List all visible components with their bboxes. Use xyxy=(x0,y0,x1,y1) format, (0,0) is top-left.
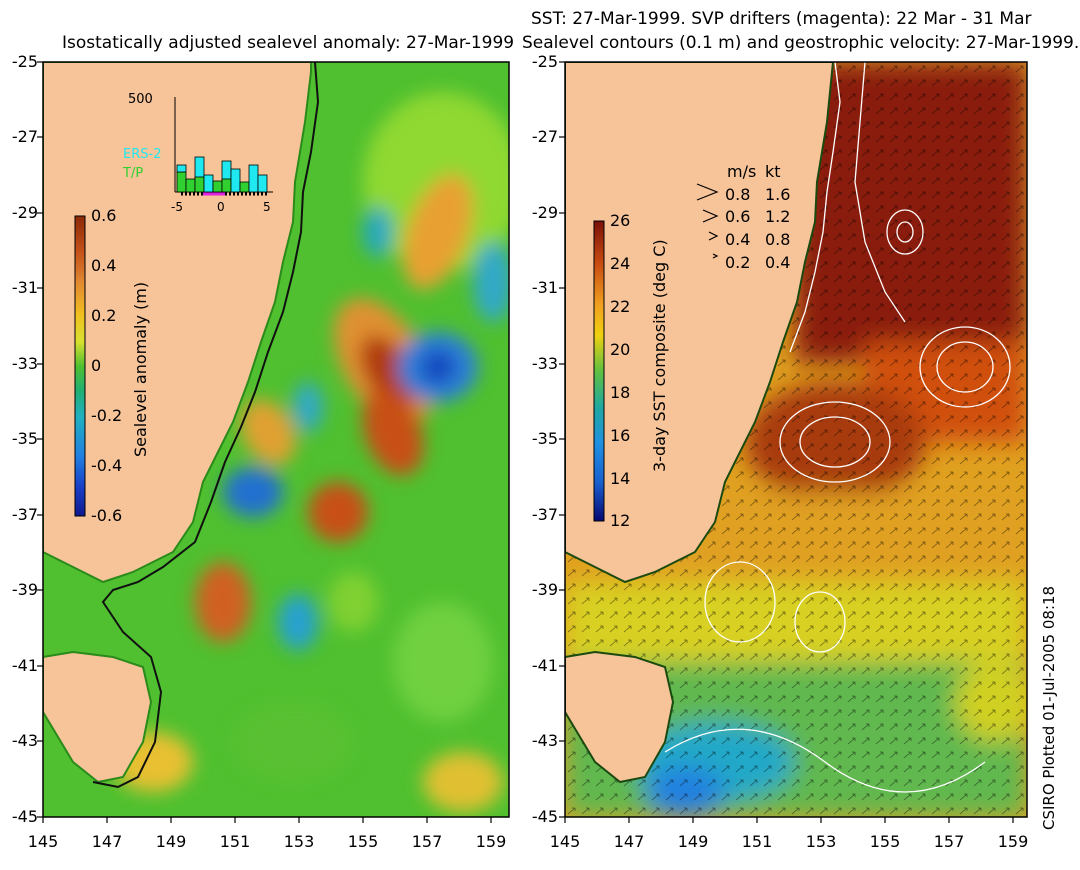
lon-label: 149 xyxy=(155,832,187,851)
sst-colorbar-ticks: 26 24 22 20 18 16 14 12 xyxy=(610,211,650,537)
legend-kt-value: 1.2 xyxy=(765,207,791,226)
lat-label: -33 xyxy=(531,354,558,373)
inset-tp-label: T/P xyxy=(123,166,144,181)
inset-ers2-label: ERS-2 xyxy=(123,147,162,162)
sst-tick: 18 xyxy=(610,383,631,402)
lat-label: -37 xyxy=(531,505,558,524)
lat-label: -37 xyxy=(11,505,38,524)
sealevel-colorbar-ticks: 0.6 0.4 0.2 0 -0.2 -0.4 -0.6 xyxy=(91,206,131,532)
inset-xtick: 5 xyxy=(263,200,271,214)
inset-ymax-label: 500 xyxy=(128,92,153,107)
sla-tick: -0.2 xyxy=(91,406,123,425)
sst-tick: 24 xyxy=(610,254,631,273)
lon-label: 147 xyxy=(613,832,645,851)
right-panel-title-line2: Sealevel contours (0.1 m) and geostrophi… xyxy=(522,33,1080,53)
lon-label: 149 xyxy=(677,832,709,851)
inset-xtick: -5 xyxy=(171,200,183,214)
lat-label: -27 xyxy=(11,127,38,146)
lat-label: -31 xyxy=(11,278,38,297)
lon-label: 157 xyxy=(933,832,965,851)
sla-tick: 0.6 xyxy=(91,206,117,225)
sst-map: 26 24 22 20 18 16 14 12 3-day SST compos… xyxy=(564,61,1035,817)
lat-label: -35 xyxy=(11,429,38,448)
sealevel-anomaly-map-graphic xyxy=(42,61,523,817)
velocity-legend: m/s kt 0.8 1.6 0.6 1.2 0.4 0.8 0.2 0.4 xyxy=(695,162,825,272)
legend-ms-value: 0.4 xyxy=(725,230,751,249)
lat-label: -41 xyxy=(11,656,38,675)
legend-ms-value: 0.2 xyxy=(725,253,751,272)
sla-tick: 0.4 xyxy=(91,256,117,275)
sealevel-colorbar xyxy=(74,215,86,517)
lon-label: 151 xyxy=(741,832,773,851)
lon-label: 147 xyxy=(91,832,123,851)
lat-label: -25 xyxy=(531,52,558,71)
sla-tick: -0.6 xyxy=(91,506,123,525)
lat-label: -29 xyxy=(11,203,38,222)
satellite-coverage-inset: 500 ERS-2 T/P xyxy=(123,92,283,222)
sst-tick: 20 xyxy=(610,340,631,359)
lon-label: 151 xyxy=(219,832,251,851)
lon-label: 155 xyxy=(869,832,901,851)
right-panel-title-line1: SST: 27-Mar-1999. SVP drifters (magenta)… xyxy=(531,9,1032,29)
lon-label: 153 xyxy=(805,832,837,851)
lat-label: -45 xyxy=(11,807,38,826)
legend-ms-value: 0.6 xyxy=(725,207,751,226)
lat-label: -41 xyxy=(531,656,558,675)
inset-histogram xyxy=(174,97,273,196)
lon-label: 155 xyxy=(347,832,379,851)
inset-xtick: 0 xyxy=(217,200,225,214)
lat-label: -27 xyxy=(531,127,558,146)
lat-label: -29 xyxy=(531,203,558,222)
legend-arrow-glyphs xyxy=(696,183,719,259)
sla-tick: 0 xyxy=(91,356,102,375)
legend-unit-kt: kt xyxy=(765,162,781,181)
legend-kt-value: 1.6 xyxy=(765,185,791,204)
lon-label: 159 xyxy=(997,832,1029,851)
lat-label: -39 xyxy=(531,580,558,599)
lon-label: 153 xyxy=(283,832,315,851)
legend-kt-value: 0.8 xyxy=(765,230,791,249)
lon-label: 145 xyxy=(549,832,581,851)
lat-label: -39 xyxy=(11,580,38,599)
sla-tick: 0.2 xyxy=(91,306,117,325)
lat-label: -25 xyxy=(11,52,38,71)
plot-credit: CSIRO Plotted 01-Jul-2005 08:18 xyxy=(1040,585,1058,830)
inset-xticks: -5 0 5 xyxy=(171,200,281,216)
lat-label: -35 xyxy=(531,429,558,448)
lon-label: 159 xyxy=(475,832,507,851)
sealevel-anomaly-map: 0.6 0.4 0.2 0 -0.2 -0.4 -0.6 Sealevel an… xyxy=(42,61,523,817)
lon-label: 145 xyxy=(27,832,59,851)
legend-unit-ms: m/s xyxy=(727,162,757,181)
sst-colorbar xyxy=(593,220,605,522)
sst-tick: 26 xyxy=(610,211,631,230)
lat-label: -45 xyxy=(531,807,558,826)
lat-label: -33 xyxy=(11,354,38,373)
legend-kt-value: 0.4 xyxy=(765,253,791,272)
sst-tick: 14 xyxy=(610,469,631,488)
lat-label: -43 xyxy=(11,731,38,750)
lat-label: -43 xyxy=(531,731,558,750)
left-panel-title: Isostatically adjusted sealevel anomaly:… xyxy=(62,33,515,53)
sst-tick: 16 xyxy=(610,426,631,445)
lat-label: -31 xyxy=(531,278,558,297)
legend-ms-value: 0.8 xyxy=(725,185,751,204)
sst-map-graphic xyxy=(564,61,1035,817)
sst-tick: 22 xyxy=(610,297,631,316)
sst-tick: 12 xyxy=(610,511,631,530)
lon-label: 157 xyxy=(411,832,443,851)
sla-tick: -0.4 xyxy=(91,456,123,475)
